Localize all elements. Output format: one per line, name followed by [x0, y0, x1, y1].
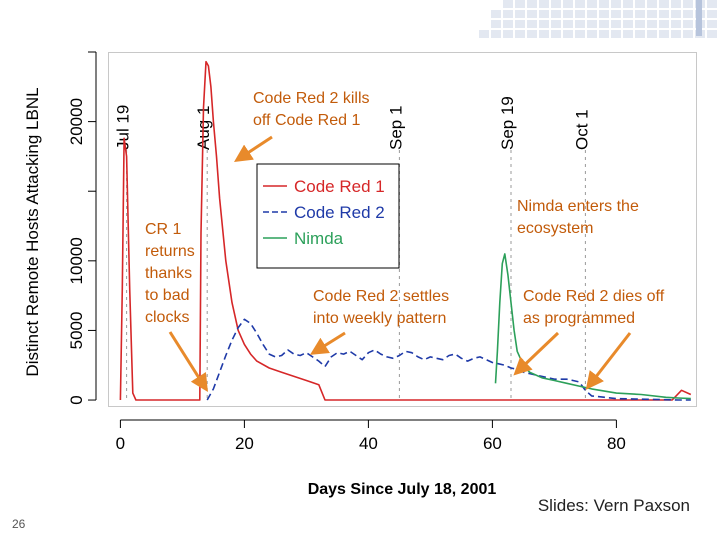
series-line-code-red-2 [206, 318, 691, 401]
slide-number: 26 [12, 517, 26, 531]
legend-entry: Code Red 2 [294, 203, 385, 222]
y-tick-label: 20000 [67, 98, 86, 145]
y-tick-label: 10000 [67, 237, 86, 284]
month-marker-label: Sep 19 [498, 96, 517, 150]
x-tick-label: 60 [483, 434, 502, 453]
slide-credit: Slides: Vern Paxson [537, 496, 690, 515]
annotation-arrow [513, 331, 560, 376]
annotation-cr2-weekly-pattern: Code Red 2 settles into weekly pattern [313, 288, 450, 327]
annotation-arrow [233, 135, 273, 162]
decorative-grid-pattern [479, 0, 717, 38]
annotation-cr2-dies-off: Code Red 2 dies off as programmed [523, 288, 665, 327]
plot-frame [108, 52, 697, 407]
series-line-code-red-1 [119, 60, 692, 401]
legend-entry: Nimda [294, 229, 344, 248]
annotation-arrow [309, 331, 346, 355]
series-line-nimda [494, 253, 691, 400]
x-tick-label: 0 [116, 434, 125, 453]
annotation-arrow [168, 331, 208, 393]
annotation-cr2-kills-cr1: Code Red 2 kills off Code Red 1 [253, 90, 370, 129]
x-tick-label: 40 [359, 434, 378, 453]
month-marker-label: Sep 1 [386, 106, 405, 150]
y-tick-label: 5000 [67, 312, 86, 350]
x-tick-label: 80 [607, 434, 626, 453]
y-axis-label: Distinct Remote Hosts Attacking LBNL [23, 87, 42, 376]
x-tick-label: 20 [235, 434, 254, 453]
annotation-arrow [585, 332, 632, 390]
annotation-nimda-enters: Nimda enters the ecosystem [517, 198, 639, 237]
x-axis-label: Days Since July 18, 2001 [308, 481, 497, 498]
legend-entry: Code Red 1 [294, 177, 385, 196]
annotation-cr1-returns: CR 1 returns thanks to bad clocks [145, 221, 195, 326]
month-marker-label: Jul 19 [114, 105, 133, 150]
y-tick-label: 0 [67, 395, 86, 404]
month-marker-label: Oct 1 [572, 109, 591, 150]
legend-box [256, 163, 400, 269]
